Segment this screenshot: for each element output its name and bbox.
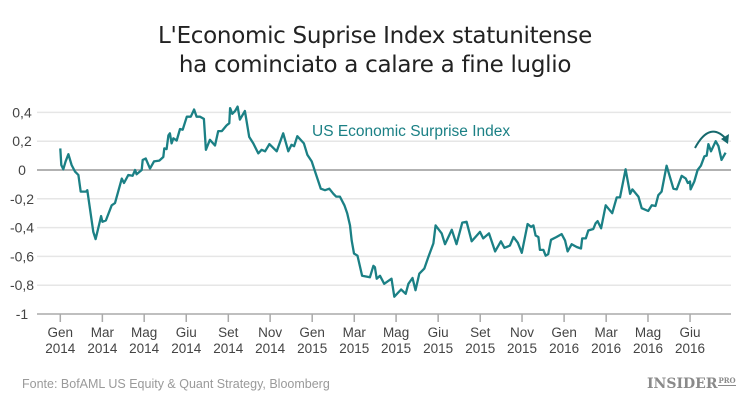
x-tick-label: 2016: [549, 341, 579, 356]
x-tick-label: Nov: [258, 325, 282, 340]
x-tick-label: Gen: [299, 325, 325, 340]
y-tick-label: 0: [18, 162, 26, 178]
x-tick-label: 2014: [129, 341, 160, 356]
x-tick-label: 2015: [381, 341, 411, 356]
insider-pro-logo: INSIDERPRO: [647, 376, 736, 392]
x-tick-label: Set: [470, 325, 491, 340]
chart-title-line-2: ha cominciato a calare a fine luglio: [178, 52, 572, 78]
x-tick-label: Nov: [510, 325, 534, 340]
x-tick-label: Mag: [131, 325, 157, 340]
y-tick-label: -0,4: [10, 220, 34, 236]
x-tick-label: 2014: [213, 341, 244, 356]
x-tick-label: Set: [218, 325, 239, 340]
y-tick-label: -0,6: [10, 248, 34, 264]
x-tick-label: 2014: [255, 341, 286, 356]
x-tick-label: Mag: [383, 325, 409, 340]
chart-title-line-1: L'Economic Suprise Index statunitense: [158, 23, 592, 49]
x-tick-label: Gen: [551, 325, 577, 340]
arrow-head-icon: [721, 134, 729, 144]
x-tick-label: Mar: [595, 325, 619, 340]
x-tick-label: 2016: [633, 341, 663, 356]
y-tick-label: -0,8: [10, 277, 34, 293]
x-tick-label: 2015: [297, 341, 327, 356]
y-tick-label: 0,2: [12, 133, 32, 149]
y-tick-label: -1: [16, 306, 29, 322]
x-tick-label: 2015: [423, 341, 453, 356]
x-tick-label: 2016: [591, 341, 621, 356]
x-tick-label: Mag: [635, 325, 661, 340]
series-label: US Economic Surprise Index: [312, 123, 510, 140]
x-tick-label: Mar: [343, 325, 367, 340]
x-tick-label: Mar: [91, 325, 115, 340]
x-tick-label: 2014: [171, 341, 202, 356]
x-tick-label: 2015: [507, 341, 537, 356]
x-tick-label: Giu: [176, 325, 197, 340]
x-tick-label: 2015: [465, 341, 495, 356]
x-tick-label: Giu: [680, 325, 701, 340]
x-tick-label: 2015: [339, 341, 369, 356]
x-tick-label: 2014: [87, 341, 118, 356]
y-tick-label: -0,2: [10, 191, 34, 207]
series-line: [59, 105, 727, 298]
x-tick-label: Gen: [48, 325, 74, 340]
x-tick-label: Giu: [428, 325, 449, 340]
source-note: Fonte: BofAML US Equity & Quant Strategy…: [22, 377, 330, 391]
logo-main-text: INSIDER: [647, 376, 718, 392]
x-tick-label: 2016: [675, 341, 705, 356]
logo-sub-text: PRO: [718, 376, 736, 386]
y-tick-label: 0,4: [12, 104, 32, 120]
x-tick-label: 2014: [45, 341, 76, 356]
